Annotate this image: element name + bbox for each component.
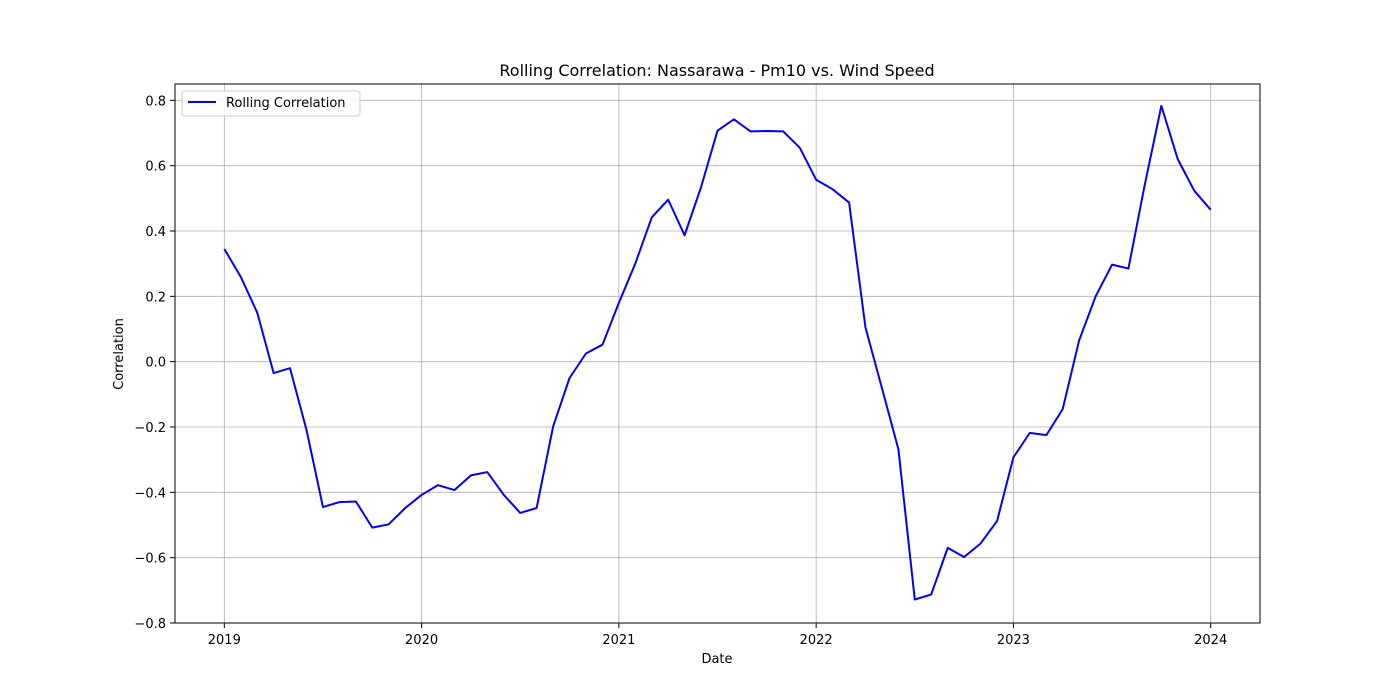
legend-label: Rolling Correlation — [226, 96, 346, 111]
x-tick-label: 2024 — [1194, 633, 1227, 648]
y-tick-label: −0.4 — [134, 486, 166, 501]
y-tick-label: 0.4 — [145, 225, 166, 240]
x-tick-label: 2023 — [997, 633, 1030, 648]
x-tick-label: 2021 — [602, 633, 635, 648]
y-tick-label: 0.2 — [145, 290, 166, 305]
x-tick-label: 2019 — [208, 633, 241, 648]
y-axis: −0.8 −0.6 −0.4 −0.2 0.0 0.2 0.4 0.6 0.8 — [134, 94, 175, 632]
plot-frame — [174, 83, 1261, 624]
x-axis-title: Date — [701, 652, 732, 667]
y-tick-label: 0.6 — [145, 160, 166, 175]
y-tick-label: 0.8 — [145, 94, 166, 109]
legend: Rolling Correlation — [181, 90, 361, 117]
grid — [175, 84, 1260, 624]
y-axis-title: Correlation — [112, 318, 127, 390]
x-axis: 2019 2020 2021 2022 2023 2024 — [208, 623, 1227, 648]
y-tick-label: −0.8 — [134, 617, 166, 632]
chart-title: Rolling Correlation: Nassarawa - Pm10 vs… — [499, 61, 934, 80]
y-tick-label: −0.6 — [134, 552, 166, 567]
legend-box — [181, 90, 361, 117]
x-tick-label: 2020 — [405, 633, 438, 648]
y-tick-label: −0.2 — [134, 421, 166, 436]
y-tick-label: 0.0 — [145, 356, 166, 371]
series-line-rolling-correlation — [223, 104, 1212, 601]
x-tick-label: 2022 — [800, 633, 833, 648]
series-group — [223, 104, 1212, 601]
